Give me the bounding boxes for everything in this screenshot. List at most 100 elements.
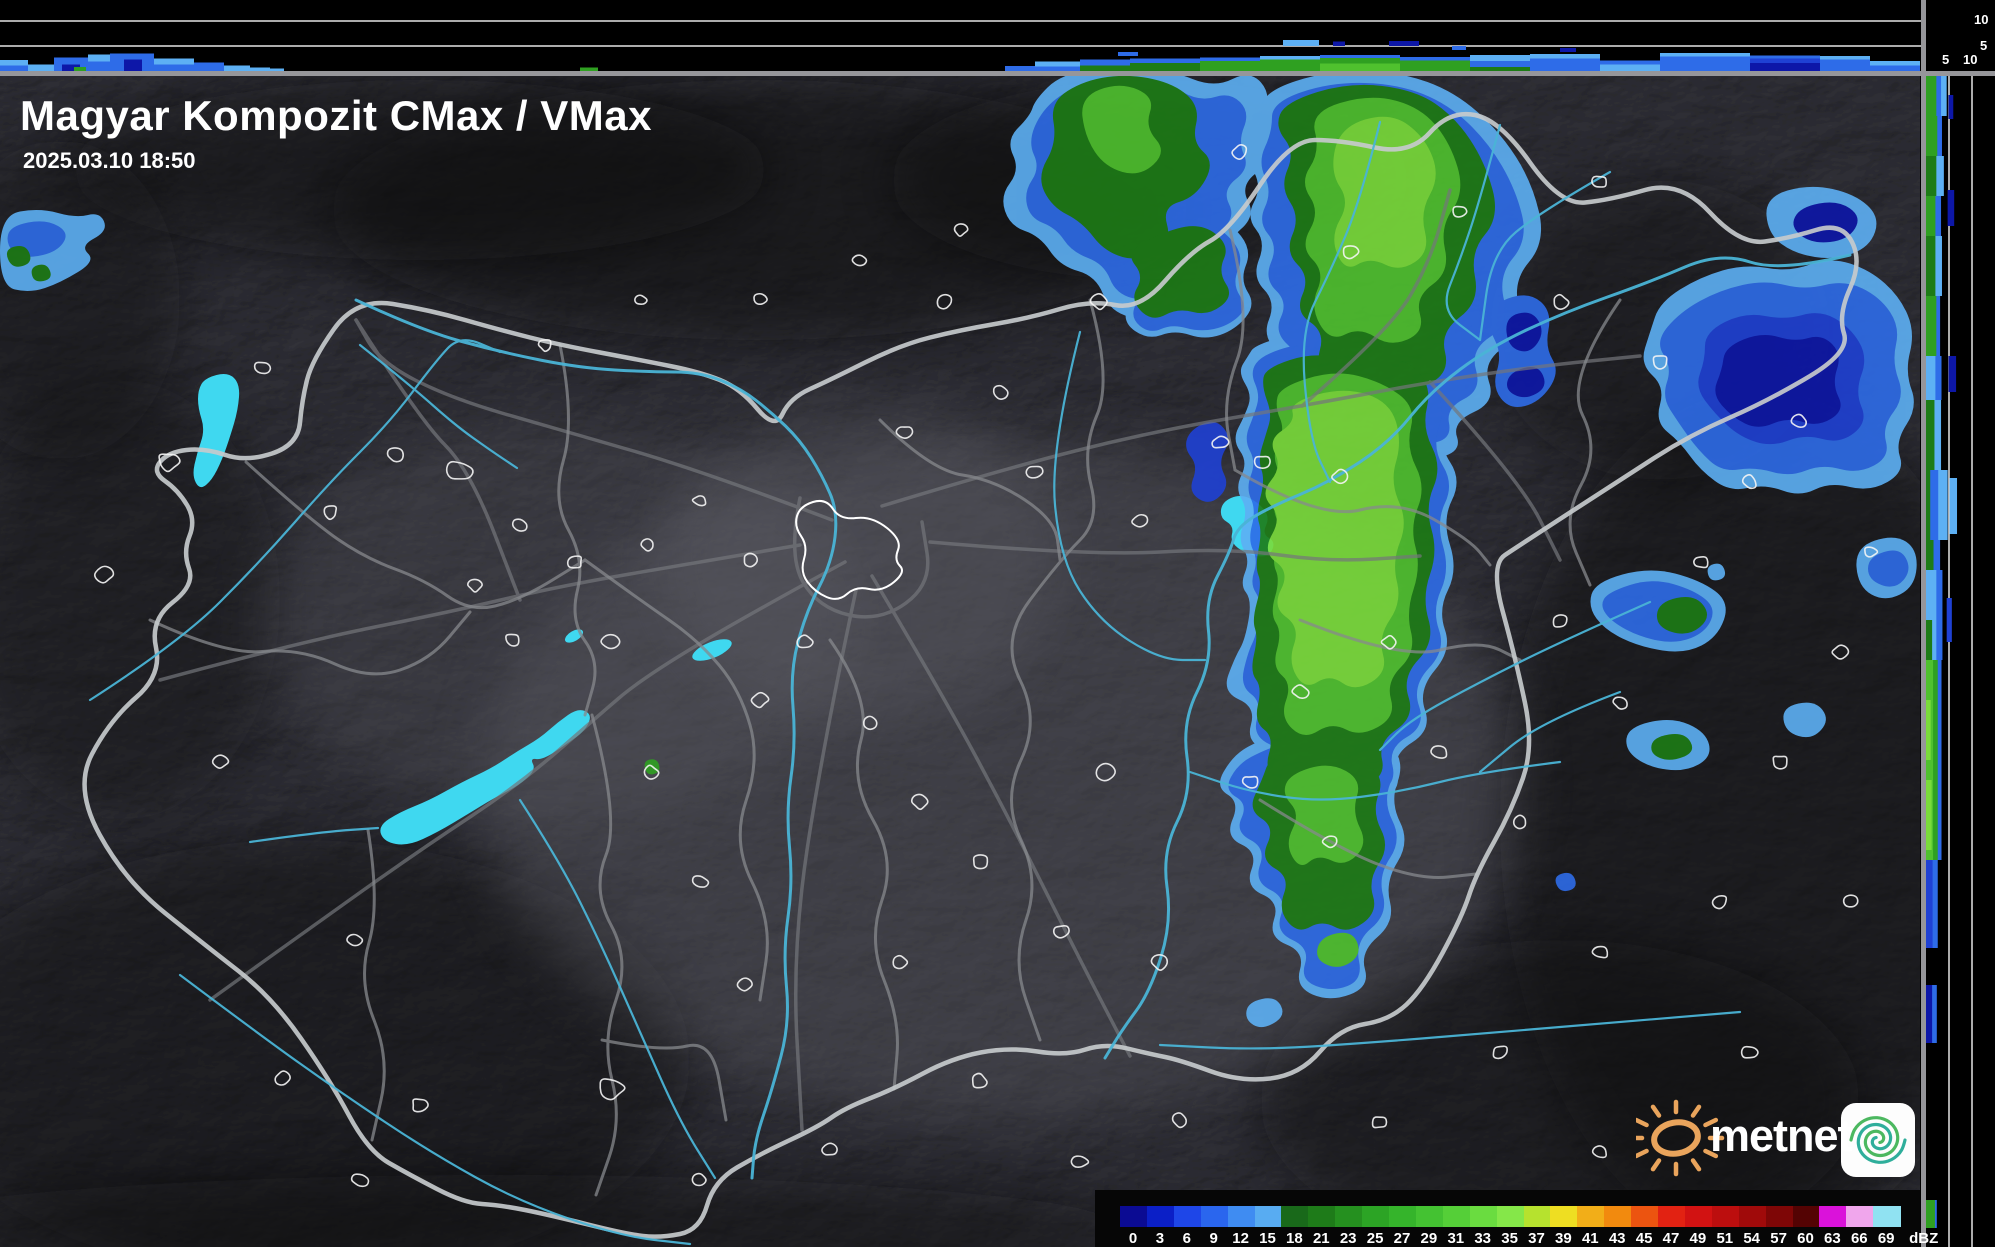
lake-balaton <box>380 710 590 845</box>
county-borders <box>148 228 1622 1197</box>
radar-echo <box>1868 550 1909 587</box>
settlement-outline <box>1772 755 1788 770</box>
dbz-colorbar: 0 3 6 9 12 15 18 21 23 25 27 29 31 33 35 37 39 41 43 45 47 49… <box>1095 1190 1938 1247</box>
radar-echo <box>1555 872 1576 892</box>
colorbar-tick-label: 6 <box>1182 1230 1191 1247</box>
right-cross-section-axis-label-5km: 5 <box>1942 52 1950 67</box>
colorbar-cell <box>1227 1206 1255 1227</box>
settlement-outline <box>1740 1045 1759 1059</box>
settlement-outline <box>1864 546 1879 558</box>
settlement-outline <box>750 691 770 709</box>
colorbar-tick-label: 18 <box>1286 1230 1303 1247</box>
settlement-outline <box>600 633 621 650</box>
radar-echo <box>1317 932 1359 967</box>
colorbar-tick-label: 43 <box>1608 1230 1626 1247</box>
colorbar-tick-label: 69 <box>1877 1230 1895 1247</box>
lake-velence <box>692 639 732 661</box>
colorbar-cell <box>1765 1206 1793 1227</box>
settlement-outline <box>1711 895 1728 910</box>
top-cross-section-axis-label-10km: 10 <box>1974 12 1989 27</box>
colorbar-cell <box>1631 1206 1659 1227</box>
colorbar-cell <box>1523 1206 1551 1227</box>
colorbar-tick-label: 3 <box>1155 1230 1165 1247</box>
metnet-logo-graphics <box>1627 1099 1915 1177</box>
colorbar-tick-label: 23 <box>1339 1230 1357 1247</box>
colorbar-cell <box>1873 1206 1901 1227</box>
settlement-outline <box>1131 513 1149 528</box>
colorbar-cell <box>1362 1206 1390 1227</box>
colorbar-tick-label: 45 <box>1635 1230 1653 1247</box>
metnet-logo-text: metnet <box>1710 1110 1853 1161</box>
colorbar-cell <box>1469 1206 1498 1227</box>
colorbar-cell <box>1335 1206 1363 1227</box>
colorbar-tick-label: 49 <box>1689 1230 1707 1247</box>
settlement-outline <box>972 854 989 870</box>
settlement-outline <box>1342 245 1360 260</box>
colorbar-cell <box>1389 1206 1417 1227</box>
colorbar-tick-label: 12 <box>1232 1230 1249 1247</box>
settlement-outline <box>821 1142 838 1156</box>
colorbar-tick-label: 27 <box>1393 1230 1411 1247</box>
settlement-outline <box>1291 684 1310 700</box>
budapest-outline <box>795 499 903 600</box>
colorbar-cell <box>1738 1206 1767 1227</box>
colorbar-cell <box>1711 1206 1740 1227</box>
settlement-outline <box>350 1173 370 1188</box>
settlement-outline <box>1553 293 1570 310</box>
rivers <box>88 120 1852 1246</box>
settlement-outline <box>1741 474 1757 490</box>
settlement-outline <box>466 578 483 593</box>
settlement-outline <box>643 764 660 780</box>
settlement-outline <box>1790 413 1808 428</box>
radar-echo <box>1186 421 1229 502</box>
settlement-outline <box>1380 634 1397 650</box>
colorbar-tick-label: 39 <box>1555 1230 1572 1247</box>
settlement-outline <box>1452 205 1468 218</box>
settlement-outline <box>1231 143 1248 160</box>
settlement-outline <box>412 1098 429 1113</box>
settlement-outline <box>1150 954 1169 972</box>
colorbar-tick-label: 31 <box>1447 1230 1465 1247</box>
radar-echo <box>1656 596 1708 634</box>
settlement-outline <box>1430 745 1448 759</box>
colorbar-cell <box>1846 1206 1874 1227</box>
settlement-outline <box>1171 1112 1188 1129</box>
colorbar-tick-label: 21 <box>1312 1230 1330 1247</box>
colorbar-tick-label: 41 <box>1581 1230 1599 1247</box>
colorbar-cell <box>1254 1206 1282 1227</box>
colorbar-tick-label: 60 <box>1797 1230 1814 1247</box>
colorbar-cell <box>1146 1206 1175 1227</box>
settlement-outline <box>691 495 707 507</box>
settlement-outline <box>640 538 654 552</box>
radar-echo <box>1507 366 1545 398</box>
settlement-outline <box>1095 762 1116 782</box>
settlement-outline <box>1612 696 1628 710</box>
settlement-outline <box>386 447 405 463</box>
radar-echo <box>1333 116 1436 268</box>
metnet-logo[interactable]: metnet <box>1627 1094 1928 1190</box>
radar-echo <box>1651 734 1693 760</box>
top-cross-section <box>0 0 1920 71</box>
country-border <box>82 111 1859 1239</box>
radar-echo <box>1131 226 1230 318</box>
settlement-outlines <box>93 143 1879 1188</box>
settlement-outline <box>992 384 1009 400</box>
settlement-outline <box>895 426 914 439</box>
colorbar-tick-label: 35 <box>1501 1230 1518 1247</box>
settlement-outline <box>1089 293 1108 311</box>
right-cross-section-axis-label-10km: 10 <box>1963 52 1978 67</box>
settlement-outline <box>93 565 115 584</box>
radar-echo <box>1783 702 1826 738</box>
page-title: Magyar Kompozit CMax / VMax <box>20 92 652 139</box>
settlement-outline <box>1321 835 1338 849</box>
settlement-outline <box>862 715 878 731</box>
settlement-outline <box>736 977 753 992</box>
settlement-outline <box>971 1072 988 1089</box>
settlement-outline <box>274 1070 291 1086</box>
settlement-outline <box>1831 644 1850 660</box>
settlement-outline <box>1331 468 1349 485</box>
colorbar-cell <box>1819 1206 1847 1227</box>
lake-ferto <box>193 374 240 488</box>
